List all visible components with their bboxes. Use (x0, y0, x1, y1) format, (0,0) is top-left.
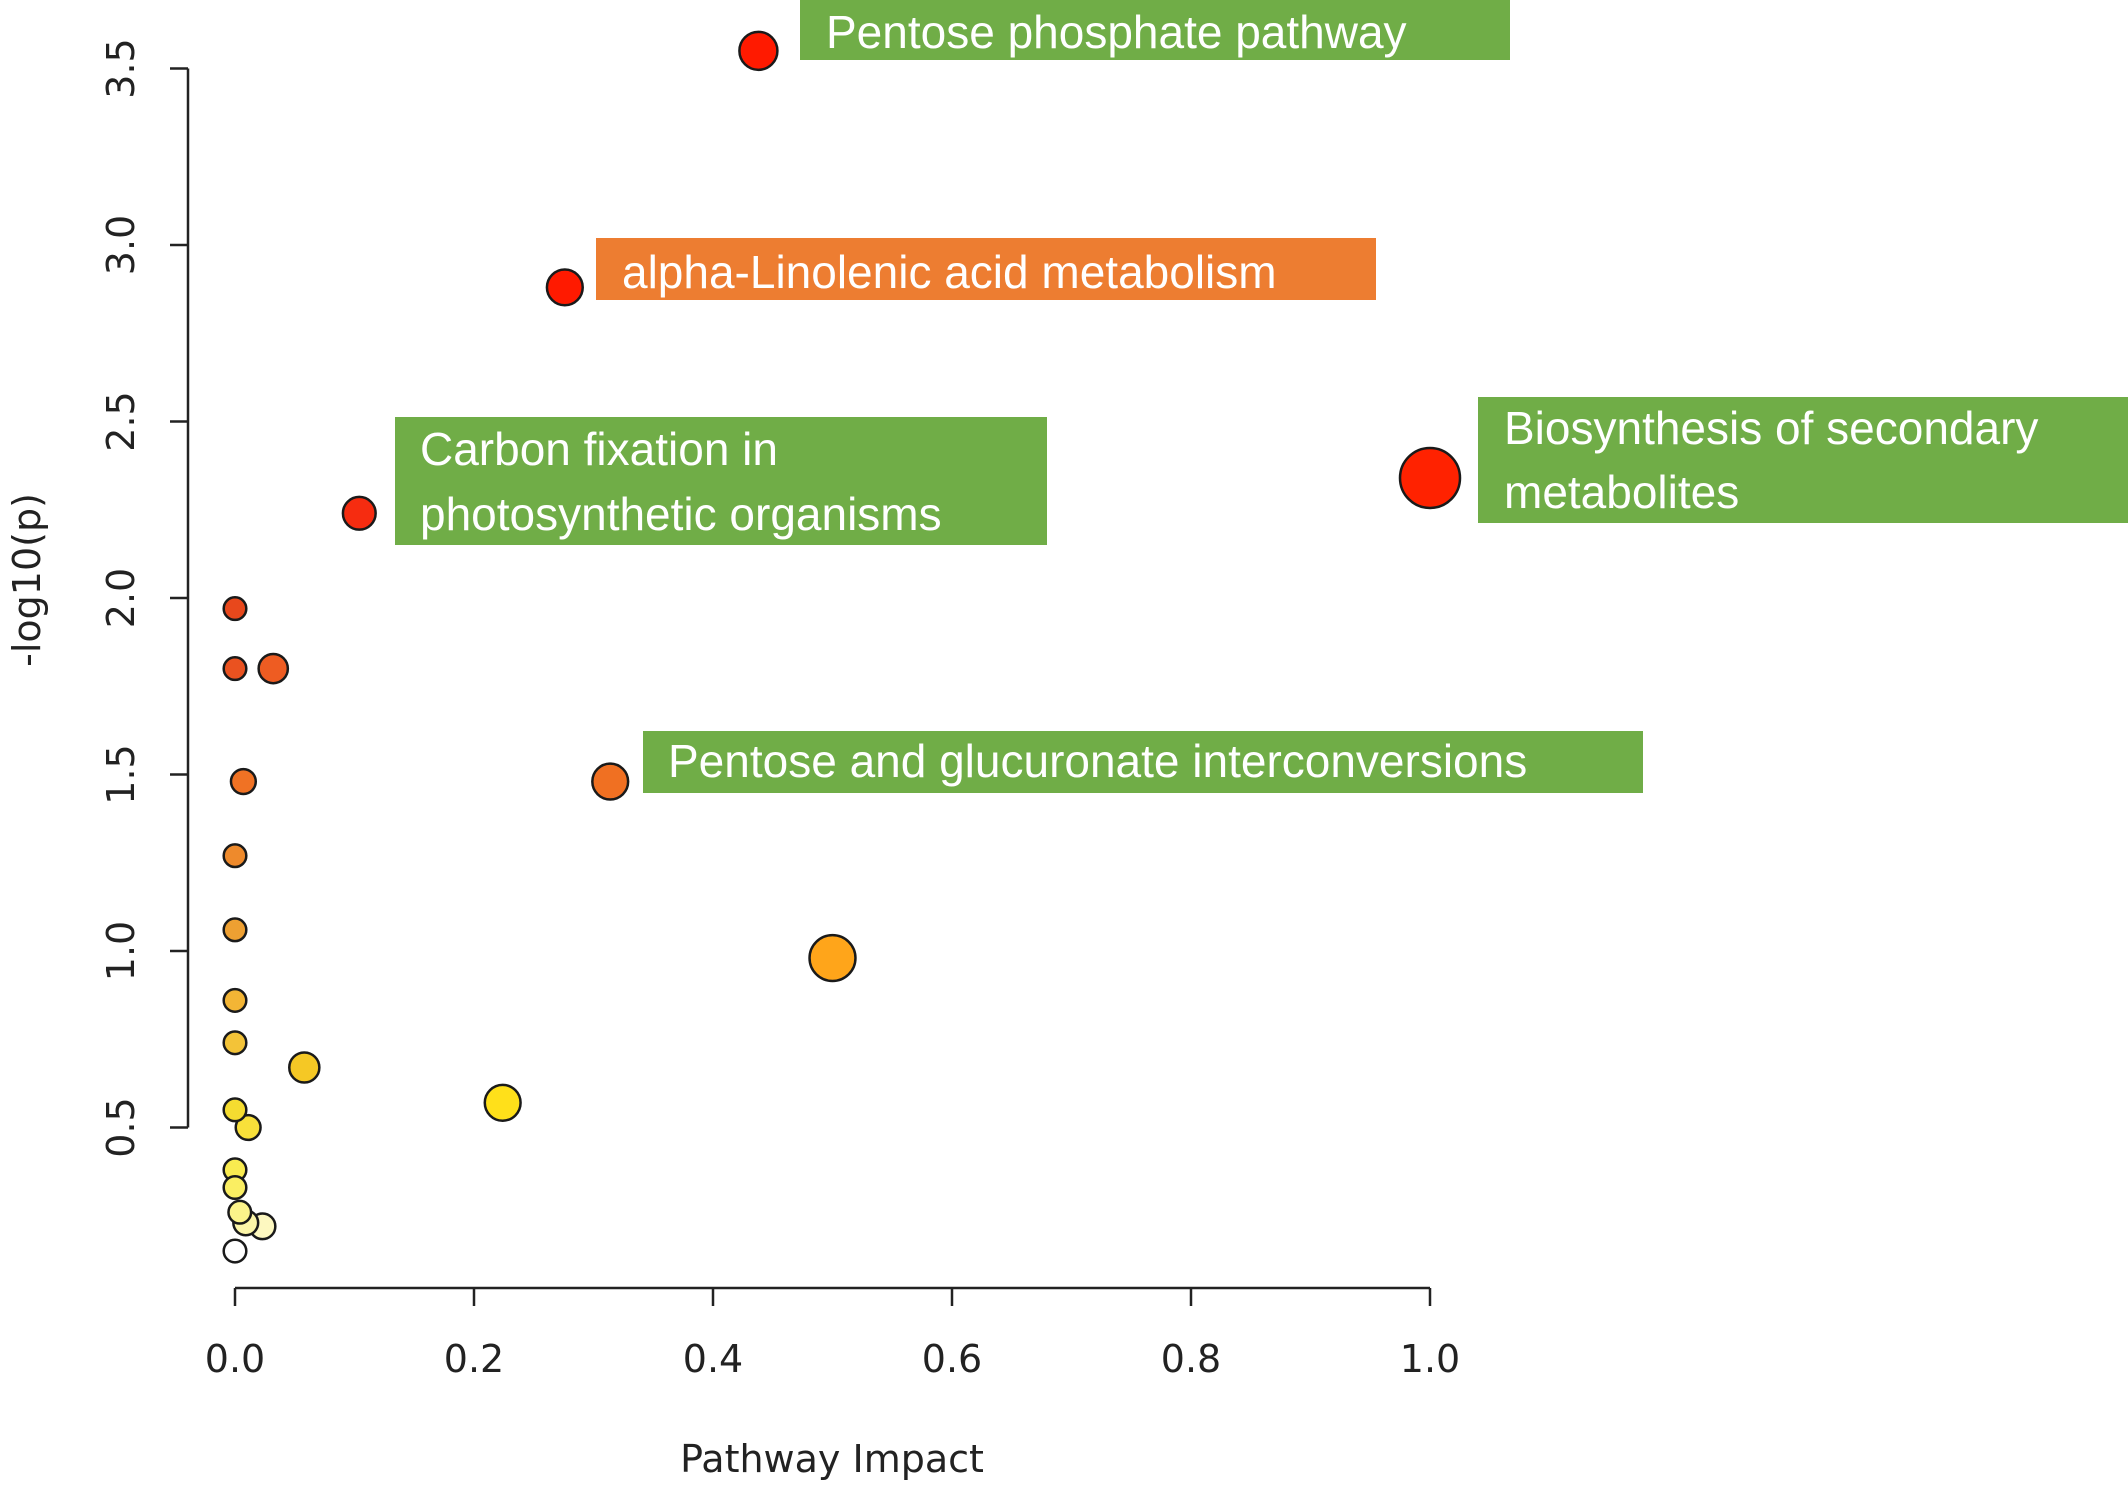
annotation-label: Pentose phosphate pathway (800, 0, 1510, 60)
annotation-text: alpha-Linolenic acid metabolism (622, 246, 1277, 298)
annotation-text: metabolites (1504, 466, 1739, 518)
x-tick-label: 0.6 (922, 1337, 982, 1381)
y-tick-label: 2.0 (99, 568, 143, 628)
y-tick-label: 1.5 (99, 744, 143, 804)
y-tick-label: 0.5 (99, 1097, 143, 1157)
data-point (222, 596, 248, 622)
y-tick-label: 3.0 (99, 215, 143, 275)
data-point (257, 652, 290, 685)
data-point (222, 917, 248, 943)
annotation-text: Pentose and glucuronate interconversions (668, 735, 1527, 787)
data-point (229, 767, 258, 796)
annotation-text: Carbon fixation in (420, 423, 778, 475)
annotation-label: Biosynthesis of secondary metabolites (1478, 397, 2128, 523)
y-tick-label: 2.5 (99, 391, 143, 451)
data-point (738, 30, 779, 72)
annotation-box (1478, 397, 2128, 523)
annotation-box (395, 417, 1047, 545)
data-point (222, 987, 248, 1013)
data-point (222, 656, 248, 682)
data-point (591, 762, 630, 801)
data-point (222, 1030, 248, 1056)
annotation-text: Pentose phosphate pathway (826, 6, 1407, 58)
data-point (222, 1174, 248, 1201)
annotation-text: Biosynthesis of secondary (1504, 402, 2038, 454)
data-point (341, 495, 377, 531)
annotation-box (643, 731, 1643, 793)
x-tick-label: 1.0 (1400, 1337, 1460, 1381)
data-point (222, 1238, 248, 1264)
data-point (483, 1083, 522, 1122)
annotation-label: alpha-Linolenic acid metabolism (596, 238, 1376, 300)
x-tick-label: 0.2 (444, 1337, 504, 1381)
data-points (222, 30, 1462, 1264)
data-point (288, 1051, 321, 1084)
x-tick-label: 0.0 (205, 1337, 265, 1381)
annotation-box (800, 0, 1510, 60)
data-point (227, 1199, 253, 1225)
data-point (1398, 446, 1462, 510)
data-point (545, 268, 584, 307)
annotation-text: photosynthetic organisms (420, 488, 942, 540)
data-point (222, 1097, 248, 1123)
y-axis-title: -log10(p) (5, 493, 49, 667)
x-tick-label: 0.4 (683, 1337, 743, 1381)
data-point (808, 933, 857, 983)
y-tick-label: 3.5 (99, 38, 143, 98)
x-axis-title: Pathway Impact (680, 1437, 984, 1481)
annotation-label: Pentose and glucuronate interconversions (643, 731, 1643, 793)
y-tick-label: 1.0 (99, 921, 143, 981)
axes: 0.0 0.2 0.4 0.6 0.8 1.0 0.5 1.0 1.5 2.0 2.5 3.0 3.5 (99, 38, 1460, 1381)
data-point (234, 1113, 262, 1142)
x-tick-label: 0.8 (1161, 1337, 1221, 1381)
data-point (222, 843, 248, 869)
annotation-box (596, 238, 1376, 300)
annotations: Pentose phosphate pathway alpha-Linolenic… (395, 0, 2128, 793)
annotation-label: Carbon fixation in photosynthetic organis… (395, 417, 1047, 545)
